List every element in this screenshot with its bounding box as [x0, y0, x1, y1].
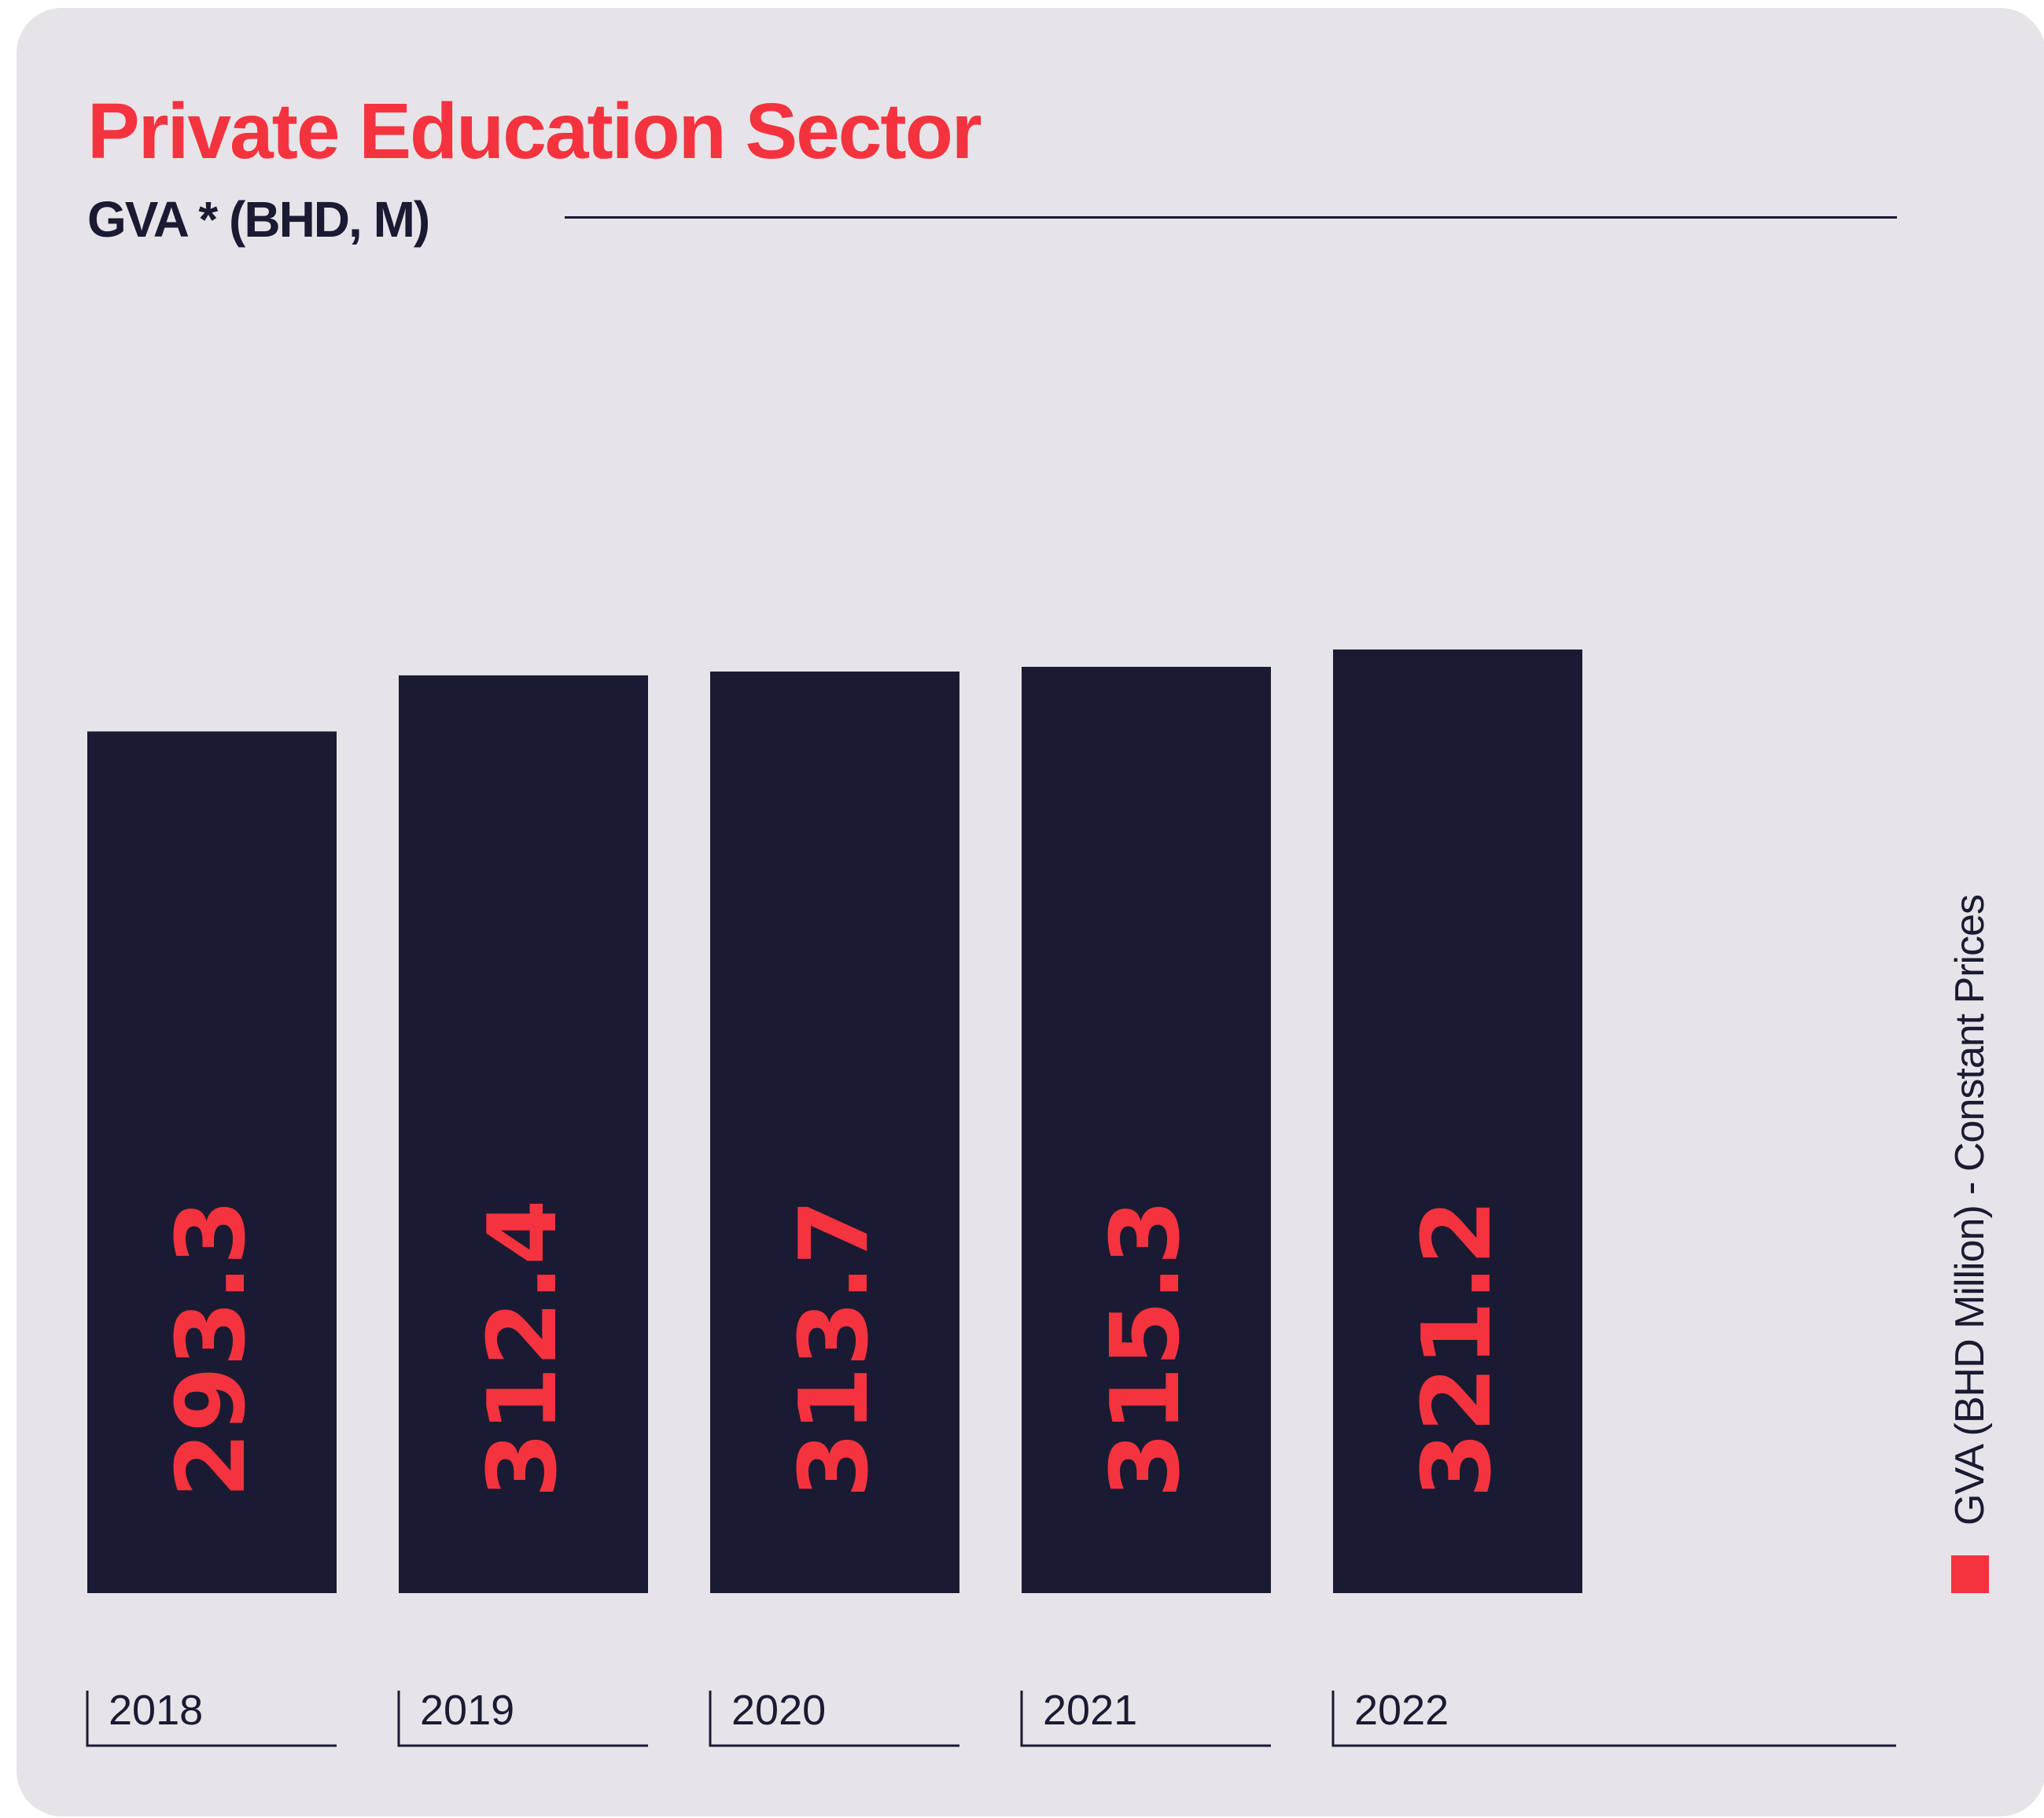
bar-value-label-2018: 293.3 — [157, 1199, 267, 1498]
x-tick-label-2020: 2020 — [731, 1687, 826, 1734]
bar-2019 — [399, 675, 648, 1593]
x-tick-label-2022: 2022 — [1354, 1687, 1449, 1734]
bar-value-label-2022: 321.2 — [1403, 1199, 1512, 1498]
bar-2020 — [710, 672, 959, 1593]
bar-2021 — [1022, 667, 1271, 1593]
legend-swatch — [1951, 1555, 1989, 1593]
bar-2022 — [1333, 650, 1582, 1593]
bar-value-label-2019: 312.4 — [469, 1199, 578, 1498]
bar-value-label-2020: 313.7 — [780, 1199, 889, 1498]
bar-2018 — [87, 731, 337, 1593]
chart-subtitle: GVA * (BHD, M) — [87, 191, 430, 248]
x-tick-label-2018: 2018 — [109, 1687, 203, 1734]
legend-label: GVA (BHD Million) - Constant Prices — [1947, 894, 1993, 1525]
chart-title: Private Education Sector — [87, 87, 982, 175]
x-tick-label-2021: 2021 — [1043, 1687, 1137, 1734]
header-divider — [565, 216, 1897, 219]
x-tick-label-2019: 2019 — [420, 1687, 514, 1734]
bar-value-label-2021: 315.3 — [1092, 1199, 1201, 1498]
